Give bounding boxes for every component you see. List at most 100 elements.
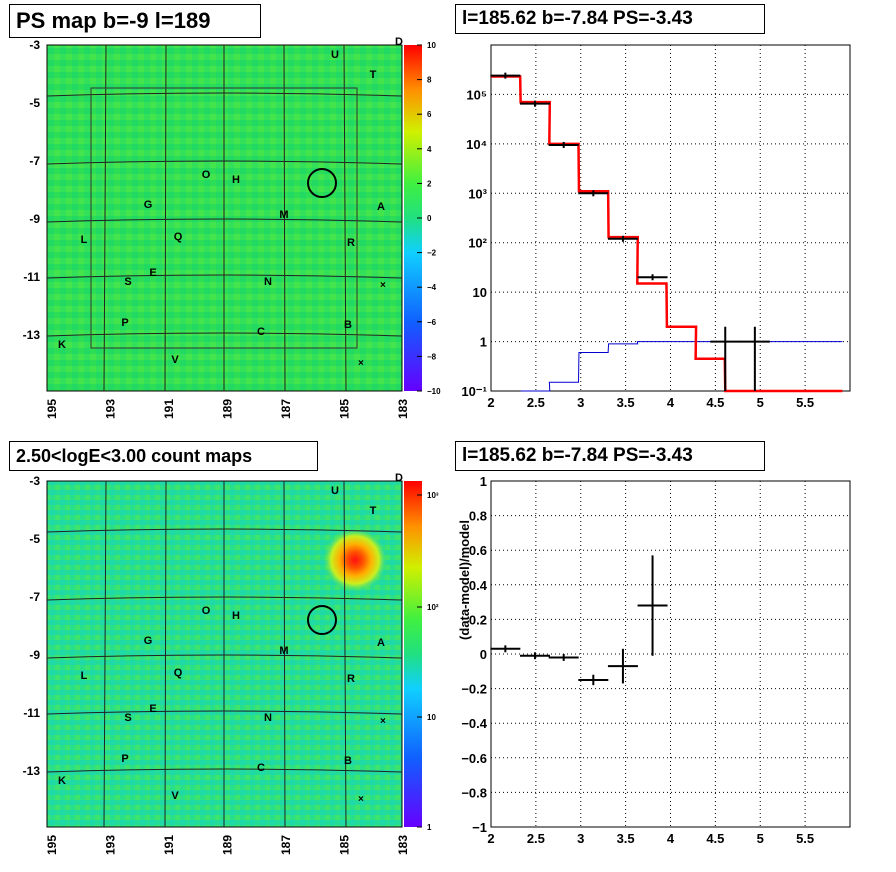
y-tick-label: 0.6	[469, 543, 487, 558]
y-tick-label: 0	[480, 647, 487, 662]
total-model-step-line	[491, 75, 843, 393]
source-label: Q	[174, 667, 183, 679]
x-tick-label: 191	[162, 835, 176, 855]
source-label: E	[149, 267, 156, 279]
source-label: M	[279, 209, 288, 221]
x-tick-label: 3	[577, 395, 584, 410]
bright-source-hotspot	[323, 528, 387, 592]
x-tick-label: 2.5	[527, 395, 545, 410]
source-label: L	[81, 670, 88, 682]
x-tick-label: 185	[338, 399, 352, 419]
map-axis-labels: -3 -5 -7 -9 -11 -13 195 193 191 189 187 185 183	[23, 474, 410, 855]
source-label: V	[171, 354, 179, 366]
colorbar-tick-label: 4	[427, 145, 432, 154]
ps-map-panel: D U T O H G M A L Q R S E N P C B K V × × 10 8 6 4 2 0 −2 −4 −6 −8 −…	[23, 36, 441, 419]
count-map-panel: D U T O H G M A L Q R S E N P C B K V × × 10³ 10² 10 1 -3 -5 -7…	[23, 472, 439, 855]
y-tick-label: -3	[29, 474, 40, 488]
source-label: H	[232, 174, 240, 186]
colorbar	[404, 45, 422, 391]
x-tick-label: 189	[221, 399, 235, 419]
y-tick-label: −1	[472, 820, 487, 835]
source-label: V	[171, 790, 179, 802]
y-tick-label: 0.4	[469, 578, 488, 593]
source-label: C	[257, 326, 265, 338]
source-label: S	[124, 712, 131, 724]
y-tick-label: −0.6	[461, 751, 487, 766]
y-tick-label: 10⁴	[466, 137, 487, 152]
grid-parallel	[46, 160, 403, 165]
panel-title: l=185.62 b=-7.84 PS=-3.43	[455, 4, 765, 34]
source-label: D	[395, 36, 403, 48]
x-tick-label: 5.5	[796, 831, 814, 846]
grid-parallel	[46, 218, 403, 223]
x-tick-label: 4	[667, 831, 675, 846]
x-tick-label: 189	[221, 835, 235, 855]
map-roi-outline	[90, 87, 358, 349]
x-cross-marker: ×	[358, 358, 364, 369]
source-label: E	[149, 703, 156, 715]
x-tick-label: 2	[487, 395, 494, 410]
spectrum-tick-labels: 2 2.5 3 3.5 4 4.5 5 5.5 10⁻¹ 1 10 10² 10³ 10⁴ 10⁵	[461, 87, 814, 410]
source-label: N	[264, 712, 272, 724]
y-tick-label: -11	[23, 706, 40, 720]
source-label: D	[395, 472, 403, 484]
map-axis-labels: -3 -5 -7 -9 -11 -13 195 193 191 189 187 185 183	[23, 38, 410, 419]
panel-title: PS map b=-9 l=189	[9, 4, 261, 38]
colorbar	[404, 481, 422, 827]
colorbar-tick-label: 6	[427, 110, 432, 119]
x-tick-label: 187	[279, 835, 293, 855]
grid-parallel	[46, 528, 403, 533]
y-tick-label: −0.2	[461, 682, 487, 697]
source-label: S	[124, 276, 131, 288]
source-label: B	[344, 755, 352, 767]
residual-tick-labels: 2 2.5 3 3.5 4 4.5 5 5.5 −1 −0.8 −0.6 −0.4 −0.2 0 0.2 0.…	[461, 474, 814, 846]
x-tick-label: 193	[104, 835, 118, 855]
colorbar-tick-label: −8	[427, 352, 437, 361]
x-tick-label: 193	[104, 399, 118, 419]
grid-meridian	[103, 44, 107, 392]
model-step-line	[520, 341, 843, 392]
x-tick-label: 187	[279, 399, 293, 419]
colorbar-tick-label: 10	[427, 41, 436, 50]
x-tick-label: 3.5	[617, 395, 635, 410]
x-cross-marker: ×	[358, 794, 364, 805]
x-tick-label: 4	[667, 395, 675, 410]
x-tick-label: 183	[396, 399, 410, 419]
residual-series	[490, 555, 668, 686]
y-tick-label: −0.8	[461, 785, 487, 800]
colorbar-tick-label: −6	[427, 318, 437, 327]
source-label: U	[331, 49, 339, 61]
x-tick-label: 4.5	[706, 395, 724, 410]
grid-parallel	[46, 596, 403, 601]
colorbar-tick-label: 2	[427, 179, 432, 188]
panel-title: 2.50<logE<3.00 count maps	[9, 441, 318, 471]
map-source-labels: D U T O H G M A L Q R S E N P C B K V	[58, 36, 403, 366]
x-tick-label: 3.5	[617, 831, 635, 846]
y-tick-label: -7	[29, 154, 40, 168]
source-label: B	[344, 319, 352, 331]
colorbar-tick-label: −4	[427, 283, 437, 292]
colorbar-tick-label: 8	[427, 76, 432, 85]
x-tick-label: 185	[338, 835, 352, 855]
colorbar-tick-label: 0	[427, 214, 432, 223]
residual-panel: 2 2.5 3 3.5 4 4.5 5 5.5 −1 −0.8 −0.6 −0.4 −0.2 0 0.2 0.…	[457, 474, 851, 846]
x-tick-label: 2	[487, 831, 494, 846]
source-label: O	[202, 605, 211, 617]
colorbar-ticks: 10 8 6 4 2 0 −2 −4 −6 −8 −10	[417, 41, 441, 396]
colorbar-tick-label: 10	[427, 713, 436, 722]
x-tick-label: 191	[162, 399, 176, 419]
grid-parallel	[46, 710, 403, 715]
source-label: U	[331, 485, 339, 497]
y-tick-label: -13	[23, 328, 41, 342]
colorbar-tick-label: 10³	[427, 491, 439, 500]
source-label: P	[121, 753, 128, 765]
source-label: K	[58, 775, 66, 787]
y-tick-label: -7	[29, 590, 40, 604]
y-tick-label: 0.8	[469, 509, 487, 524]
y-tick-label: 10⁻¹	[461, 384, 487, 399]
panel-title: l=185.62 b=-7.84 PS=-3.43	[455, 441, 765, 471]
grid-parallel	[46, 768, 403, 773]
grid-parallel	[46, 92, 403, 97]
y-tick-label: -9	[29, 212, 40, 226]
